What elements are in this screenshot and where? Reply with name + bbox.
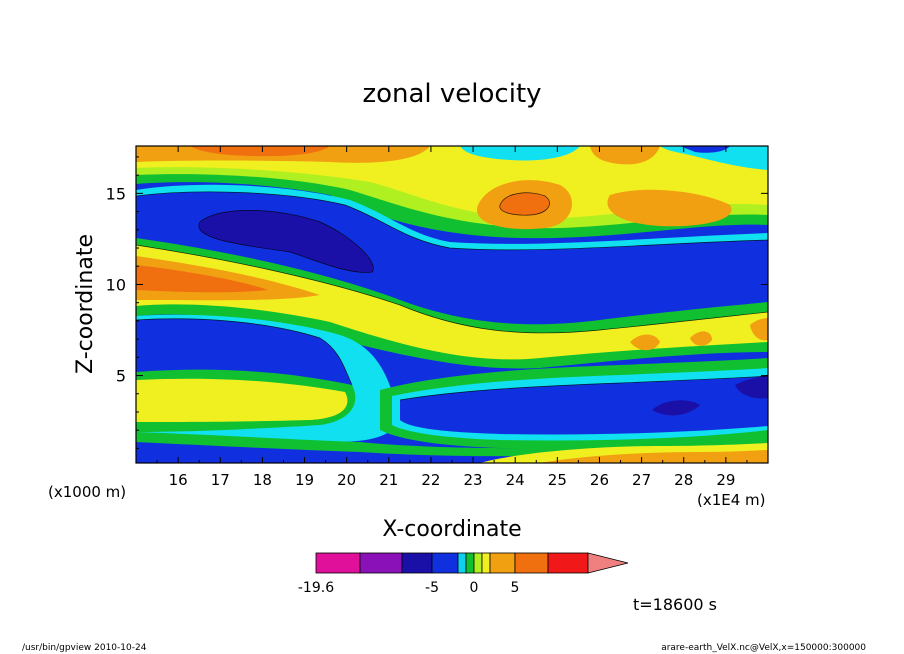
right-orange-oval-1: [630, 334, 660, 351]
colorbar-label: 0: [470, 580, 479, 596]
x-tick-label: 28: [674, 471, 693, 489]
x-tick-label: 16: [169, 471, 188, 489]
x-unit-left-label: (x1000 m): [48, 483, 126, 501]
lower-right-blue-band: [400, 376, 768, 435]
y-axis-title: Z-coordinate: [73, 234, 98, 374]
colorbar-segment: [514, 552, 549, 574]
y-tick-label: 10: [106, 275, 126, 294]
x-tick-label: 23: [464, 471, 483, 489]
footer-left: /usr/bin/gpview 2010-10-24: [22, 643, 147, 653]
x-axis-title: X-coordinate: [382, 517, 521, 542]
colorbar-segment: [481, 552, 491, 574]
chart-title: zonal velocity: [362, 79, 541, 109]
right-orange-oval-2: [690, 331, 712, 346]
colorbar-labels: -19.6 -5 0 5: [298, 580, 520, 596]
contour-lines: [136, 191, 768, 401]
right-orange-oval-3: [750, 318, 768, 341]
y-tick-label: 15: [106, 184, 126, 203]
colorbar-label: -5: [425, 580, 439, 596]
x-tick-label: 26: [590, 471, 609, 489]
colorbar-segment: [457, 552, 467, 574]
x-tick-label: 20: [337, 471, 356, 489]
colorbar-segment: [465, 552, 475, 574]
top-cyan-patch: [460, 146, 580, 161]
x-tick-label: 21: [379, 471, 398, 489]
contour-field: [136, 146, 768, 463]
y-tick-label: 5: [116, 367, 126, 386]
lower-right-dark-blue-1: [652, 400, 700, 416]
x-tick-label: 27: [632, 471, 651, 489]
right-orange-blob: [607, 189, 732, 227]
y-axis: 5 10 15: [106, 156, 768, 449]
colorbar-segment: [431, 552, 459, 574]
footer-right: arare-earth_VelX.nc@VelX,x=150000:300000: [661, 643, 866, 653]
top-right-cyan-patch: [660, 146, 768, 170]
mid-dark-orange-band: [136, 265, 268, 293]
mid-yellow-band: [136, 245, 768, 360]
colorbar-label: 5: [511, 580, 520, 596]
lower-left-yellow-band: [136, 378, 348, 422]
x-tick-label: 25: [548, 471, 567, 489]
x-unit-right-label: (x1E4 m): [697, 491, 766, 509]
colorbar-label: -19.6: [298, 580, 334, 596]
colorbar-segment: [489, 552, 516, 574]
colorbar-segment: [547, 552, 589, 574]
x-tick-label: 29: [716, 471, 735, 489]
x-axis: 16 17 18 19 20 21 22 23 24 25 26 27 28 29: [156, 146, 748, 489]
bottom-orange-band: [540, 450, 768, 463]
x-tick-label: 22: [421, 471, 440, 489]
colorbar-segment: [315, 552, 361, 574]
x-tick-label: 17: [211, 471, 230, 489]
time-label: t=18600 s: [633, 595, 717, 614]
lower-left-blue-region: [136, 318, 352, 385]
colorbar-segment: [401, 552, 433, 574]
top-right-blue-patch: [680, 146, 730, 153]
colorbar-segment: [473, 552, 483, 574]
top-dark-orange-band: [190, 146, 330, 157]
x-tick-label: 19: [295, 471, 314, 489]
colorbar: [315, 552, 629, 574]
colorbar-segment: [359, 552, 403, 574]
lower-right-dark-blue-2: [735, 375, 768, 399]
colorbar-arrow: [587, 552, 629, 574]
top-right-orange-patch: [590, 146, 660, 165]
x-tick-label: 24: [506, 471, 525, 489]
upper-dark-blue-core: [198, 210, 374, 273]
center-dark-orange-blob: [499, 192, 550, 216]
x-tick-label: 18: [253, 471, 272, 489]
